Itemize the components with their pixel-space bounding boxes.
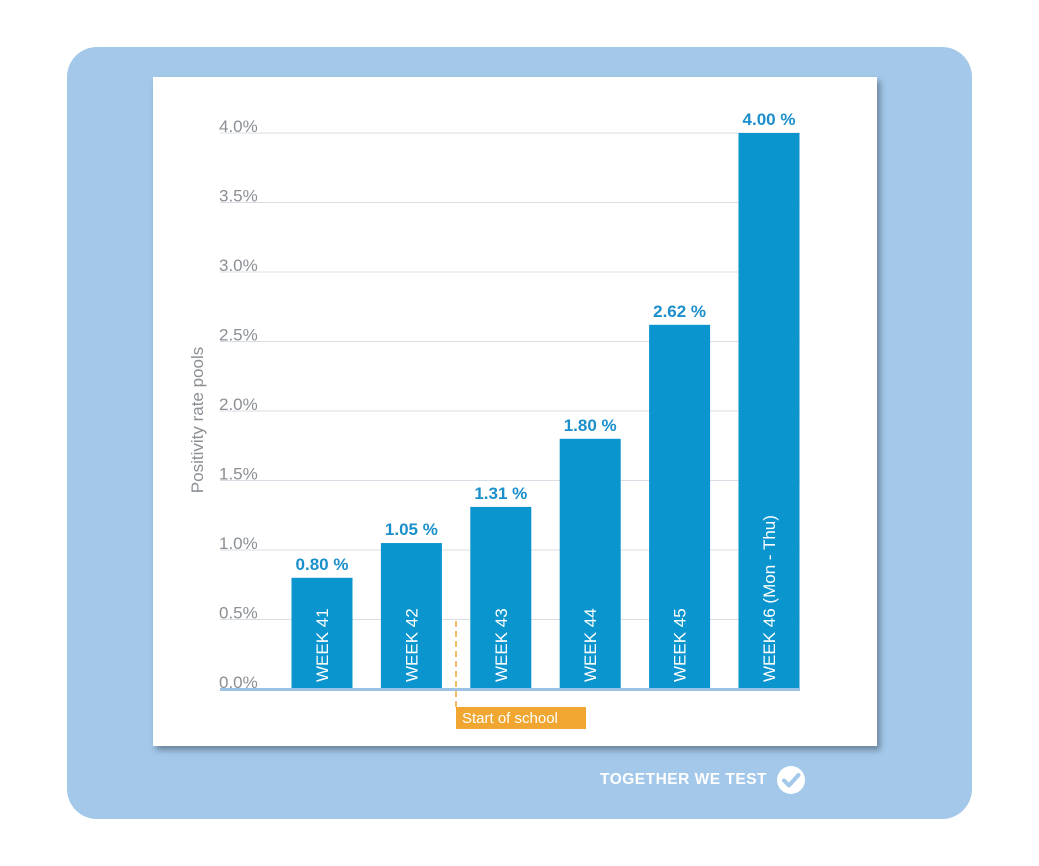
y-tick-label: 1.0%	[219, 534, 258, 553]
y-tick-label: 0.5%	[219, 604, 258, 623]
bar-category-label: WEEK 44	[581, 608, 600, 682]
y-axis-label: Positivity rate pools	[188, 347, 207, 493]
bar	[291, 577, 353, 689]
bar-category-label: WEEK 43	[492, 608, 511, 682]
y-tick-label: 0.0%	[219, 673, 258, 692]
bar-category-label: WEEK 41	[313, 608, 332, 682]
y-tick-label: 2.0%	[219, 395, 258, 414]
y-tick-label: 4.0%	[219, 117, 258, 136]
bar	[380, 543, 442, 689]
bar-category-label: WEEK 45	[671, 608, 690, 682]
bar	[470, 506, 532, 689]
y-tick-label: 3.5%	[219, 187, 258, 206]
bar-value-label: 1.05 %	[385, 520, 438, 539]
bar	[738, 133, 800, 689]
bar-value-label: 1.80 %	[564, 416, 617, 435]
y-tick-label: 3.0%	[219, 256, 258, 275]
bar	[649, 324, 711, 689]
start-of-school-annotation: Start of school	[455, 621, 586, 729]
check-circle-icon	[777, 766, 806, 794]
bar-value-label: 1.31 %	[474, 484, 527, 503]
bar-category-label: WEEK 46 (Mon - Thu)	[760, 515, 779, 682]
bar-value-label: 0.80 %	[296, 555, 349, 574]
annotation-text: Start of school	[462, 710, 558, 727]
annotation-box	[456, 707, 586, 729]
y-tick-labels: 0.0% 0.5% 1.0% 1.5% 2.0% 2.5% 3.0% 3.5% 4.0%	[219, 117, 258, 692]
bar-value-label: 2.62 %	[653, 302, 706, 321]
bar-category-label: WEEK 42	[402, 608, 421, 682]
bar-value-label: 4.00 %	[743, 110, 796, 129]
y-tick-label: 2.5%	[219, 326, 258, 345]
brand-tagline: TOGETHER WE TEST	[600, 764, 806, 796]
y-tick-label: 1.5%	[219, 465, 258, 484]
bars: 0.80 % WEEK 41 1.05 % WEEK 42 1.31 % WEEK 43 1…	[220, 110, 800, 691]
bar	[559, 438, 621, 689]
brand-text: TOGETHER WE TEST	[600, 771, 768, 788]
